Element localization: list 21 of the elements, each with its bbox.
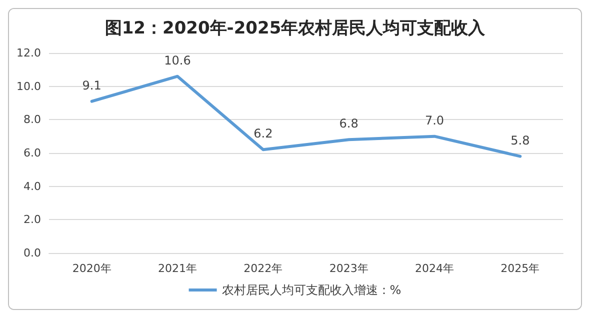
legend-label: 农村居民人均可支配收入增速：% [222, 283, 402, 297]
data-label: 10.6 [164, 53, 191, 68]
x-tick-label: 2020年 [72, 262, 112, 275]
data-label: 9.1 [82, 78, 102, 92]
x-tick-label: 2021年 [158, 262, 197, 275]
y-tick-label: 6.0 [24, 146, 41, 160]
y-tick-label: 2.0 [24, 213, 41, 226]
x-tick-label: 2022年 [244, 262, 283, 275]
y-tick-label: 12.0 [16, 46, 41, 60]
y-tick-label: 8.0 [24, 113, 41, 126]
y-tick-label: 0.0 [24, 246, 41, 260]
y-tick-label: 4.0 [24, 180, 41, 193]
data-label: 7.0 [424, 113, 444, 128]
x-tick-label: 2025年 [500, 262, 540, 275]
y-tick-label: 10.0 [16, 80, 41, 93]
data-label: 6.8 [339, 116, 358, 131]
chart-title: 图12：2020年-2025年农村居民人均可支配收入 [104, 18, 486, 38]
x-tick-label: 2024年 [415, 262, 454, 275]
data-label: 6.2 [254, 126, 273, 141]
x-tick-label: 2023年 [329, 262, 368, 275]
data-label: 5.8 [510, 133, 530, 148]
